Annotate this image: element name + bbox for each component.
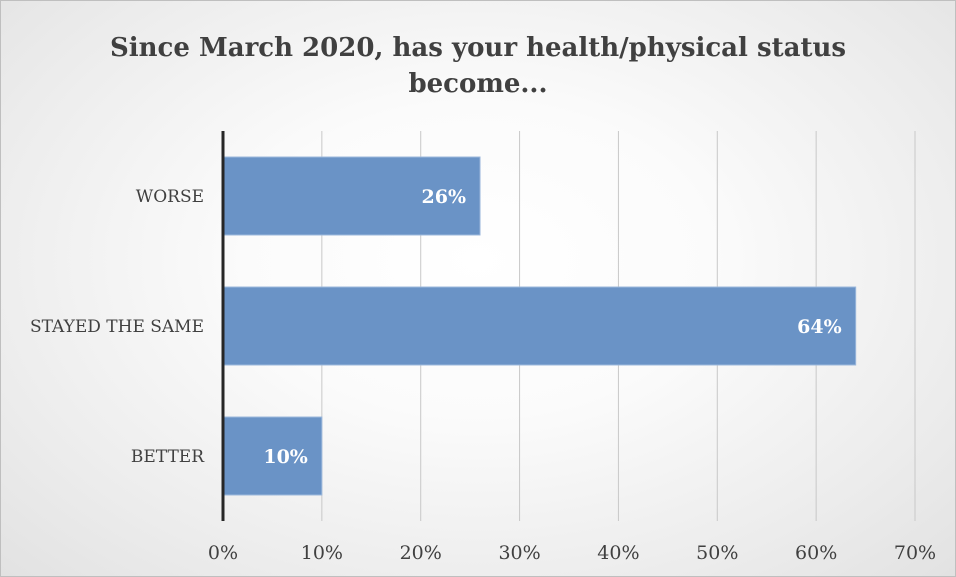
category-label: BETTER xyxy=(131,447,205,467)
bars xyxy=(223,156,857,496)
data-label: 26% xyxy=(422,186,467,208)
bar-stayed-the-same xyxy=(223,286,857,366)
chart-title-line-1: Since March 2020, has your health/physic… xyxy=(109,33,847,63)
data-label: 10% xyxy=(263,446,308,468)
category-label: STAYED THE SAME xyxy=(30,317,204,337)
chart-title: Since March 2020, has your health/physic… xyxy=(0,30,956,102)
bar-better xyxy=(223,416,323,496)
labels: 0% 10% 20% 30% 40% 50% 60% 70% WORSE 26% STAYED TH… xyxy=(30,186,936,564)
x-tick-label: 50% xyxy=(696,542,738,564)
x-tick-label: 60% xyxy=(795,542,837,564)
x-tick-label: 10% xyxy=(301,542,343,564)
bar-worse xyxy=(223,156,481,236)
x-tick-label: 30% xyxy=(498,542,540,564)
chart-title-line-2: become... xyxy=(408,69,548,99)
x-tick-label: 20% xyxy=(400,542,442,564)
data-label: 64% xyxy=(797,316,842,338)
x-tick-label: 70% xyxy=(894,542,936,564)
category-label: WORSE xyxy=(136,187,204,207)
x-tick-label: 40% xyxy=(597,542,639,564)
x-tick-label: 0% xyxy=(208,542,238,564)
